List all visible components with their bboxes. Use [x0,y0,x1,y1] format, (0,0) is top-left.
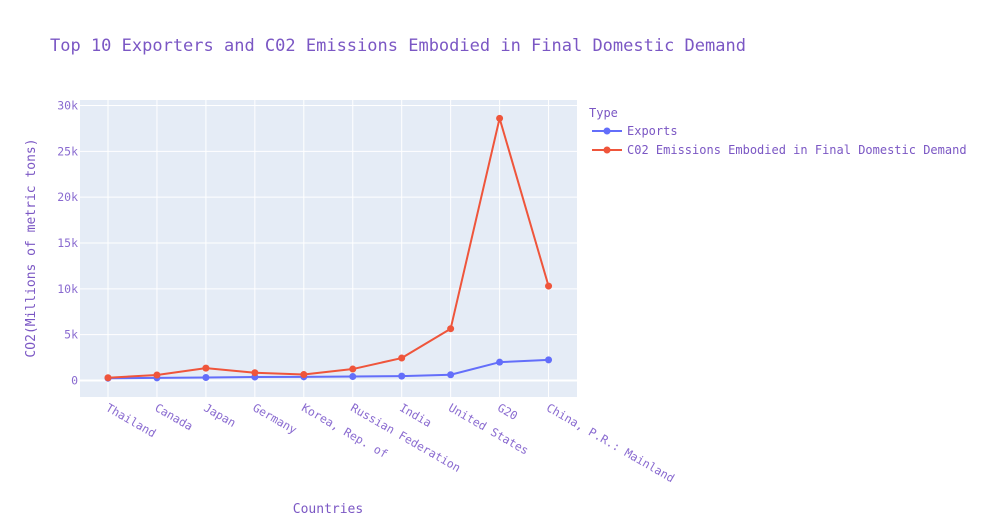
x-tick-label: Japan [201,400,238,429]
legend-swatch-marker [603,127,611,135]
data-point[interactable] [447,371,455,379]
plot-area [80,100,577,397]
data-point[interactable] [496,358,504,366]
legend-item-label[interactable]: C02 Emissions Embodied in Final Domestic… [627,143,967,157]
legend: Type Exports C02 Emissions Embodied in Fi… [589,106,967,157]
y-tick-label: 5k [64,328,78,342]
legend-title: Type [589,106,618,120]
data-point[interactable] [447,325,455,333]
data-point[interactable] [349,373,357,381]
data-point[interactable] [202,364,210,372]
data-point[interactable] [496,114,504,122]
y-axis-title: CO2(Millions of metric tons) [24,138,39,357]
grid-lines [80,100,577,397]
x-tick-label: Canada [152,400,195,433]
y-tick-label: 30k [57,99,78,113]
series-line [107,117,550,379]
x-tick-label: Germany [250,400,299,436]
y-tick-label: 20k [57,190,78,204]
x-tick-label: G20 [495,400,520,423]
x-tick-label: Thailand [104,400,159,440]
y-tick-label: 15k [57,236,78,250]
legend-item-label[interactable]: Exports [627,124,678,138]
data-point[interactable] [398,372,406,380]
y-axis-ticks: 0 5k 10k 15k 20k 25k 30k [57,99,78,388]
data-point[interactable] [300,371,308,379]
data-point[interactable] [398,354,406,362]
y-tick-label: 0 [71,374,78,388]
data-point[interactable] [545,282,553,290]
x-axis-title: Countries [293,502,363,517]
data-point[interactable] [104,374,112,382]
data-point[interactable] [153,371,161,379]
series-layer [104,114,553,382]
y-tick-label: 25k [57,144,78,158]
series-line [107,358,549,380]
x-tick-label: India [397,400,434,429]
data-point[interactable] [251,369,259,377]
data-point[interactable] [545,356,553,364]
x-tick-label: China, P.R.: Mainland [544,400,677,485]
legend-swatch-marker [603,146,611,154]
chart-title: Top 10 Exporters and C02 Emissions Embod… [50,36,746,56]
data-point[interactable] [349,365,357,373]
x-tick-label: Korea, Rep. of [299,400,390,461]
y-tick-label: 10k [57,282,78,296]
data-point[interactable] [202,373,210,381]
